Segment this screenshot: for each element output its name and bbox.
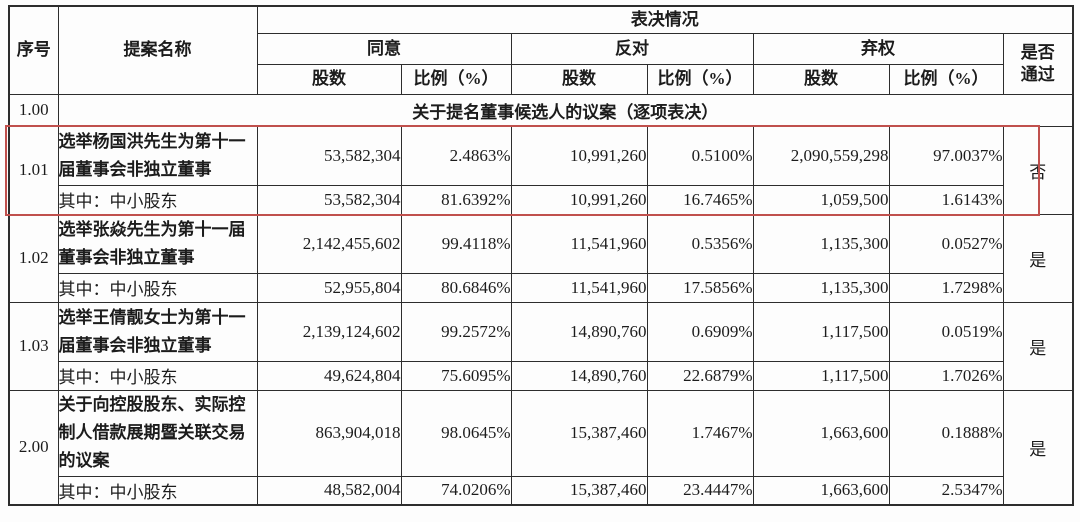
minority-against-ratio-cell: 23.4447%	[646, 475, 754, 506]
abstain-ratio-cell: 0.1888%	[888, 389, 1004, 477]
minority-label-cell: 其中：中小股东	[57, 184, 258, 215]
minority-against-ratio-cell: 22.6879%	[646, 360, 754, 391]
proposal-name-cell: 关于向控股股东、实际控制人借款展期暨关联交易的议案	[57, 389, 258, 477]
agree-shares-cell: 863,904,018	[256, 389, 402, 477]
seq-cell: 1.03	[8, 301, 59, 391]
header-abstain: 弃权	[752, 32, 1004, 65]
minority-agree-shares-cell: 53,582,304	[256, 184, 402, 215]
minority-abstain-shares-cell: 1,663,600	[752, 475, 890, 506]
abstain-shares-cell: 2,090,559,298	[752, 125, 890, 186]
seq-cell: 1.02	[8, 213, 59, 303]
seq-cell: 1.01	[8, 125, 59, 215]
agree-ratio-cell: 99.2572%	[400, 301, 512, 362]
header-pass: 是否 通过	[1002, 32, 1074, 95]
against-ratio-cell: 0.6909%	[646, 301, 754, 362]
voting-results-table: 序号 提案名称 表决情况 同意 反对 弃权 是否 通过 股数 比例（%） 股数 比…	[8, 5, 1075, 506]
header-voting: 表决情况	[256, 5, 1074, 34]
minority-against-ratio-cell: 16.7465%	[646, 184, 754, 215]
against-shares-cell: 10,991,260	[510, 125, 648, 186]
against-shares-cell: 14,890,760	[510, 301, 648, 362]
proposal-name-cell: 选举王倩靓女士为第十一届董事会非独立董事	[57, 301, 258, 362]
minority-against-shares-cell: 11,541,960	[510, 272, 648, 303]
agree-ratio-cell: 2.4863%	[400, 125, 512, 186]
minority-agree-shares-cell: 48,582,004	[256, 475, 402, 506]
minority-row-1-02: 其中：中小股东 52,955,804 80.6846% 11,541,960 1…	[9, 272, 1073, 303]
minority-against-shares-cell: 14,890,760	[510, 360, 648, 391]
minority-label-cell: 其中：中小股东	[57, 360, 258, 391]
proposal-name-cell: 选举杨国洪先生为第十一届董事会非独立董事	[57, 125, 258, 186]
abstain-ratio-cell: 0.0527%	[888, 213, 1004, 274]
header-against-shares: 股数	[510, 63, 648, 95]
section-title: 关于提名董事候选人的议案（逐项表决）	[57, 93, 1074, 127]
against-ratio-cell: 0.5356%	[646, 213, 754, 274]
header-agree-ratio: 比例（%）	[400, 63, 512, 95]
section-row: 1.00 关于提名董事候选人的议案（逐项表决）	[8, 93, 1074, 127]
pass-cell: 是	[1002, 389, 1074, 506]
against-shares-cell: 11,541,960	[510, 213, 648, 274]
agree-shares-cell: 2,142,455,602	[256, 213, 402, 274]
against-ratio-cell: 1.7467%	[646, 389, 754, 477]
header-seq: 序号	[8, 5, 59, 95]
minority-agree-shares-cell: 52,955,804	[256, 272, 402, 303]
proposal-row-2-00: 2.00 关于向控股股东、实际控制人借款展期暨关联交易的议案 863,904,0…	[8, 389, 1074, 506]
minority-row-2-00: 其中：中小股东 48,582,004 74.0206% 15,387,460 2…	[9, 475, 1073, 506]
proposal-row-1-03: 1.03 选举王倩靓女士为第十一届董事会非独立董事 2,139,124,602 …	[8, 301, 1074, 391]
minority-agree-ratio-cell: 74.0206%	[400, 475, 512, 506]
pass-cell: 是	[1002, 301, 1074, 391]
minority-abstain-ratio-cell: 1.7026%	[888, 360, 1004, 391]
header-abstain-shares: 股数	[752, 63, 890, 95]
header-agree-shares: 股数	[256, 63, 402, 95]
minority-abstain-shares-cell: 1,059,500	[752, 184, 890, 215]
pass-cell: 否	[1002, 125, 1074, 215]
minority-against-ratio-cell: 17.5856%	[646, 272, 754, 303]
minority-row-1-03: 其中：中小股东 49,624,804 75.6095% 14,890,760 2…	[9, 360, 1073, 391]
abstain-ratio-cell: 97.0037%	[888, 125, 1004, 186]
agree-ratio-cell: 99.4118%	[400, 213, 512, 274]
minority-agree-ratio-cell: 81.6392%	[400, 184, 512, 215]
header-against-ratio: 比例（%）	[646, 63, 754, 95]
header-pass-line2: 通过	[1020, 64, 1055, 84]
agree-shares-cell: 53,582,304	[256, 125, 402, 186]
minority-agree-shares-cell: 49,624,804	[256, 360, 402, 391]
seq-cell: 2.00	[8, 389, 59, 506]
abstain-ratio-cell: 0.0519%	[888, 301, 1004, 362]
agree-shares-cell: 2,139,124,602	[256, 301, 402, 362]
proposal-row-1-01: 1.01 选举杨国洪先生为第十一届董事会非独立董事 53,582,304 2.4…	[8, 125, 1074, 215]
minority-abstain-shares-cell: 1,117,500	[752, 360, 890, 391]
against-shares-cell: 15,387,460	[510, 389, 648, 477]
minority-abstain-ratio-cell: 1.6143%	[888, 184, 1004, 215]
proposal-name-cell: 选举张焱先生为第十一届董事会非独立董事	[57, 213, 258, 274]
minority-against-shares-cell: 15,387,460	[510, 475, 648, 506]
section-seq: 1.00	[8, 93, 59, 127]
against-ratio-cell: 0.5100%	[646, 125, 754, 186]
header-agree: 同意	[256, 32, 512, 65]
abstain-shares-cell: 1,135,300	[752, 213, 890, 274]
minority-abstain-ratio-cell: 1.7298%	[888, 272, 1004, 303]
minority-abstain-ratio-cell: 2.5347%	[888, 475, 1004, 506]
agree-ratio-cell: 98.0645%	[400, 389, 512, 477]
minority-row-1-01: 其中：中小股东 53,582,304 81.6392% 10,991,260 1…	[9, 184, 1073, 215]
abstain-shares-cell: 1,117,500	[752, 301, 890, 362]
header-row-2: 同意 反对 弃权 是否 通过	[9, 32, 1074, 95]
minority-abstain-shares-cell: 1,135,300	[752, 272, 890, 303]
header-row-1: 序号 提案名称 表决情况	[8, 5, 1074, 95]
minority-label-cell: 其中：中小股东	[57, 475, 258, 506]
pass-cell: 是	[1002, 213, 1074, 303]
abstain-shares-cell: 1,663,600	[752, 389, 890, 477]
minority-label-cell: 其中：中小股东	[57, 272, 258, 303]
minority-against-shares-cell: 10,991,260	[510, 184, 648, 215]
header-pass-line1: 是否	[1020, 42, 1055, 62]
minority-agree-ratio-cell: 80.6846%	[400, 272, 512, 303]
header-abstain-ratio: 比例（%）	[888, 63, 1004, 95]
minority-agree-ratio-cell: 75.6095%	[400, 360, 512, 391]
proposal-row-1-02: 1.02 选举张焱先生为第十一届董事会非独立董事 2,142,455,602 9…	[8, 213, 1074, 303]
header-proposal: 提案名称	[57, 5, 258, 95]
header-against: 反对	[510, 32, 754, 65]
